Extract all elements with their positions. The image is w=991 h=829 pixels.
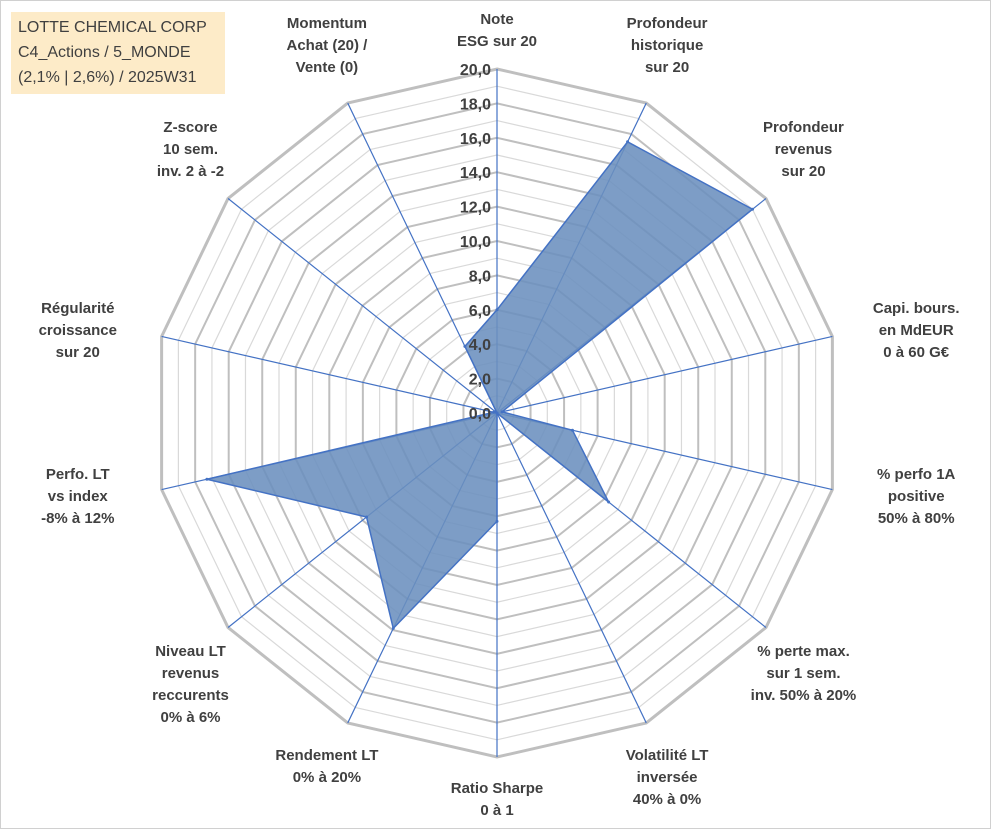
axis-label-line: Perfo. LT xyxy=(46,466,110,483)
axis-label: Note ESG sur 20 xyxy=(457,11,537,50)
axis-label-line: sur 1 sem. xyxy=(766,665,840,682)
data-point xyxy=(751,207,754,211)
axis-label-line: croissance xyxy=(39,322,117,339)
axis-label: % perfo 1A positive 50% à 80% xyxy=(877,466,956,527)
axis-label-line: % perfo 1A xyxy=(877,466,956,483)
title-company: LOTTE CHEMICAL CORP xyxy=(18,19,207,36)
axis-label-line: 0% à 20% xyxy=(293,769,361,786)
data-point xyxy=(205,477,209,481)
axis-label: Perfo. LT vs index -8% à 12% xyxy=(41,466,114,527)
data-point xyxy=(492,410,496,414)
axis-label-line: Achat (20) / xyxy=(286,37,368,54)
axis-label-line: Note xyxy=(480,11,513,28)
radar-series xyxy=(205,140,754,630)
axis-label-line: -8% à 12% xyxy=(41,510,114,527)
axis-label: Rendement LT 0% à 20% xyxy=(275,747,378,786)
data-point xyxy=(495,519,499,523)
r-tick-label: 14,0 xyxy=(460,165,491,182)
data-point xyxy=(463,344,467,348)
axis-label-line: 10 sem. xyxy=(163,141,218,158)
axis-label-line: inv. 50% à 20% xyxy=(751,687,857,704)
r-tick-label: 16,0 xyxy=(460,131,491,148)
axis-label: Momentum Achat (20) / Vente (0) xyxy=(286,15,368,76)
data-point xyxy=(626,140,630,144)
axis-label-line: 0 à 1 xyxy=(480,802,513,819)
r-tick-label: 10,0 xyxy=(460,234,491,251)
axis-label-line: inv. 2 à -2 xyxy=(157,163,224,180)
axis-label: Régularité croissance sur 20 xyxy=(39,300,117,361)
radar-spoke xyxy=(496,335,833,414)
axis-label: Ratio Sharpe 0 à 1 xyxy=(451,780,544,819)
chart-title-box: LOTTE CHEMICAL CORP C4_Actions / 5_MONDE… xyxy=(11,12,225,94)
axis-label-line: sur 20 xyxy=(645,59,689,76)
radial-tick-labels: 0,0 2,0 4,0 6,0 8,0 10,0 12,0 14,0 16,0 18,0 20,0 xyxy=(460,62,491,423)
r-tick-label: 18,0 xyxy=(460,96,491,113)
axis-labels: Note ESG sur 20 Profondeur historique sur 20… xyxy=(39,11,960,819)
axis-label-line: Capi. bours. xyxy=(873,300,960,317)
axis-label-line: reccurents xyxy=(152,687,229,704)
data-point xyxy=(607,500,611,504)
axis-label-line: ESG sur 20 xyxy=(457,33,537,50)
data-point xyxy=(391,626,395,630)
data-point xyxy=(495,308,499,312)
axis-label-line: Profondeur xyxy=(763,119,844,136)
axis-label-line: historique xyxy=(631,37,704,54)
axis-label-line: 50% à 80% xyxy=(878,510,955,527)
title-period: (2,1% | 2,6%) / 2025W31 xyxy=(18,69,197,86)
radar-spoke xyxy=(227,198,498,414)
axis-label: Niveau LT revenus reccurents 0% à 6% xyxy=(152,643,229,726)
radar-spoke xyxy=(496,412,647,724)
r-tick-label: 4,0 xyxy=(469,337,491,354)
data-point xyxy=(495,411,499,415)
title-category: C4_Actions / 5_MONDE xyxy=(18,44,191,61)
axis-label-line: inversée xyxy=(637,769,698,786)
axis-label-line: en MdEUR xyxy=(879,322,954,339)
axis-label-line: Niveau LT xyxy=(155,643,226,660)
axis-label-line: Régularité xyxy=(41,300,114,317)
r-tick-label: 8,0 xyxy=(469,268,491,285)
axis-label-line: % perte max. xyxy=(757,643,850,660)
r-tick-label: 2,0 xyxy=(469,372,491,389)
axis-label: Capi. bours. en MdEUR 0 à 60 G€ xyxy=(873,300,960,361)
axis-label-line: revenus xyxy=(162,665,220,682)
axis-label: Profondeur historique sur 20 xyxy=(627,15,708,76)
axis-label-line: Volatilité LT xyxy=(626,747,709,764)
r-tick-label: 20,0 xyxy=(460,62,491,79)
axis-label-line: Vente (0) xyxy=(296,59,359,76)
axis-label: Profondeur revenus sur 20 xyxy=(763,119,844,180)
axis-label-line: sur 20 xyxy=(56,344,100,361)
axis-label-line: positive xyxy=(888,488,945,505)
data-point xyxy=(365,515,369,519)
data-point xyxy=(570,428,574,432)
r-tick-label: 12,0 xyxy=(460,200,491,217)
axis-label-line: Profondeur xyxy=(627,15,708,32)
axis-label-line: 0 à 60 G€ xyxy=(883,344,950,361)
r-tick-label: 6,0 xyxy=(469,303,491,320)
r-tick-label: 0,0 xyxy=(469,406,491,423)
data-point xyxy=(500,410,504,414)
axis-label-line: 0% à 6% xyxy=(160,709,220,726)
axis-label: Z-score 10 sem. inv. 2 à -2 xyxy=(157,119,224,180)
axis-label-line: Z-score xyxy=(163,119,217,136)
axis-label-line: vs index xyxy=(48,488,109,505)
axis-label-line: Rendement LT xyxy=(275,747,378,764)
axis-label-line: sur 20 xyxy=(781,163,825,180)
axis-label-line: Ratio Sharpe xyxy=(451,780,544,797)
radar-spoke xyxy=(161,335,498,414)
axis-label-line: 40% à 0% xyxy=(633,791,701,808)
axis-label-line: revenus xyxy=(775,141,833,158)
axis-label: % perte max. sur 1 sem. inv. 50% à 20% xyxy=(751,643,857,704)
axis-label: Volatilité LT inversée 40% à 0% xyxy=(626,747,709,808)
axis-label-line: Momentum xyxy=(287,15,367,32)
